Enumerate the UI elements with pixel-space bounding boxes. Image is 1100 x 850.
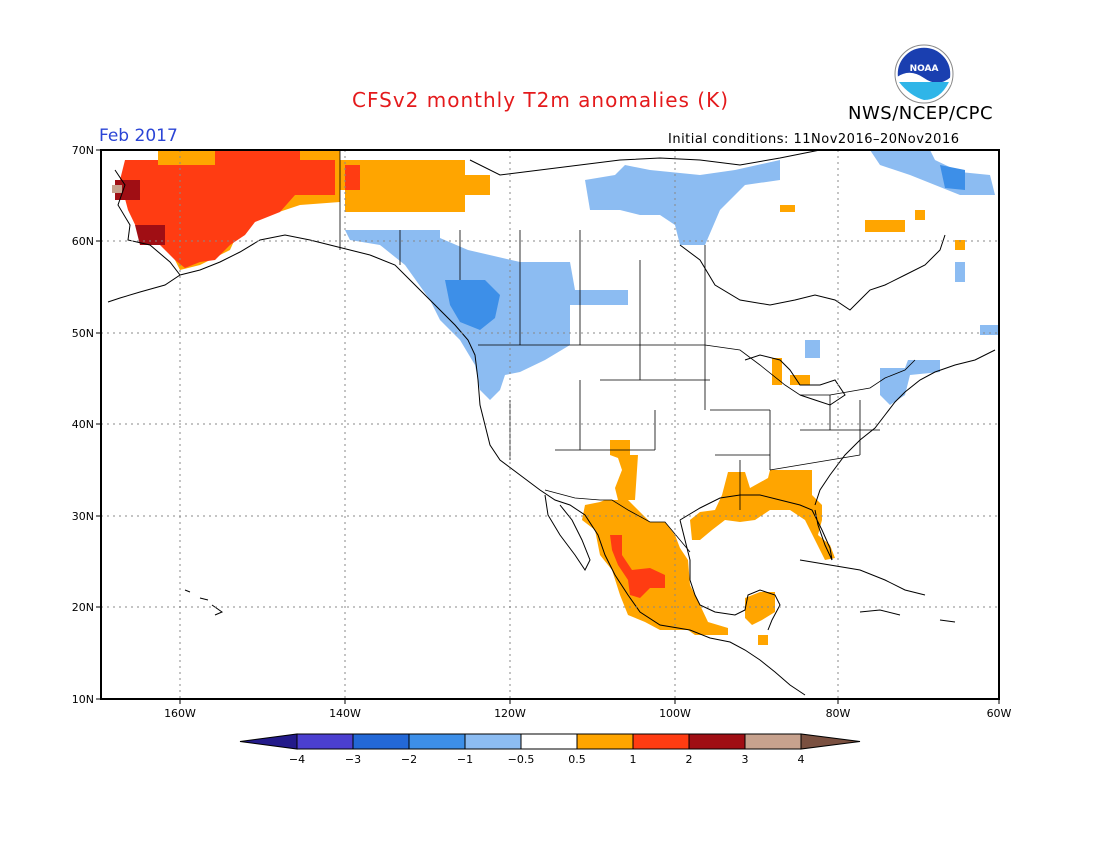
anomaly-alaska-red-b [345, 165, 360, 190]
colorbar-label: 4 [798, 753, 805, 766]
map-background [101, 150, 999, 699]
lon-label-120w: 120W [494, 707, 526, 720]
lon-label-80w: 80W [826, 707, 851, 720]
colorbar-box-1 [296, 733, 354, 750]
anomaly-ne-lightblue [880, 360, 940, 405]
anomaly-mexico-orange [582, 500, 728, 635]
coastline-gulf [679, 494, 833, 631]
border-states [509, 345, 880, 510]
lat-label-70n: 70N [72, 144, 94, 157]
lat-label-30n: 30N [72, 510, 94, 523]
colorbar-box-6 [576, 733, 634, 750]
coastline-greatlakes [744, 354, 846, 406]
map-title: CFSv2 monthly T2m anomalies (K) [352, 88, 729, 112]
lat-label-40n: 40N [72, 418, 94, 431]
anomaly-alaska-darkred-b [135, 225, 165, 245]
colorbar [239, 733, 861, 750]
anomaly-quebec-orange-c [780, 205, 795, 212]
anomaly-baffin-blue [940, 165, 965, 190]
lat-labels: 70N 60N 50N 40N 30N 20N 10N [72, 144, 94, 706]
noaa-logo: NOAA [894, 44, 954, 104]
colorbar-arrow-left [239, 733, 298, 750]
coastline-baja [544, 494, 591, 571]
coastline-atlantic [814, 349, 996, 506]
axis-ticks [96, 149, 1000, 704]
lat-label-10n: 10N [72, 693, 94, 706]
colorbar-box-4 [464, 733, 522, 750]
anomaly-shading [112, 150, 999, 645]
anomaly-hudson-lightblue [955, 262, 965, 282]
anomaly-gulfcoast-orange [690, 470, 835, 560]
svg-text:NOAA: NOAA [910, 64, 939, 74]
lon-labels: 160W 140W 120W 100W 80W 60W [164, 707, 1011, 720]
colorbar-label: −0.5 [508, 753, 535, 766]
lon-label-100w: 100W [659, 707, 691, 720]
anomaly-yukon-orange-b [465, 175, 490, 195]
colorbar-arrow-right [800, 733, 861, 750]
gridlines [101, 150, 999, 699]
coastline-pacific-northwest [369, 254, 806, 696]
lon-label-60w: 60W [987, 707, 1012, 720]
colorbar-box-5 [520, 733, 578, 750]
colorbar-label: 3 [742, 753, 749, 766]
colorbar-box-3 [408, 733, 466, 750]
anomaly-newmexico-orange [610, 440, 638, 500]
anomaly-greatlakes-orange-b [790, 375, 810, 385]
anomaly-centralam-orange [758, 635, 768, 645]
initial-conditions: Initial conditions: 11Nov2016–20Nov2016 [668, 132, 960, 147]
colorbar-label: 0.5 [568, 753, 586, 766]
anomaly-sierramadre-red [610, 535, 665, 598]
colorbar-label: 2 [686, 753, 693, 766]
anomaly-nunavut-lightblue [585, 160, 780, 245]
colorbar-box-9 [744, 733, 802, 750]
lat-label-50n: 50N [72, 327, 94, 340]
coastlines [107, 150, 996, 696]
colorbar-labels: −4 −3 −2 −1 −0.5 0.5 1 2 3 4 [289, 753, 805, 766]
coastline-arctic [469, 150, 821, 176]
colorbar-label: −2 [401, 753, 417, 766]
coastline-hudson [679, 234, 946, 311]
colorbar-label: −3 [345, 753, 361, 766]
lon-label-140w: 140W [329, 707, 361, 720]
anomaly-quebec-orange-b [915, 210, 925, 220]
agency-label: NWS/NCEP/CPC [848, 103, 994, 124]
forecast-period: Feb 2017 [99, 126, 178, 146]
lat-label-60n: 60N [72, 235, 94, 248]
anomaly-quebec-orange [865, 220, 905, 232]
borders [339, 150, 916, 553]
coastline-caribbean [799, 559, 956, 623]
colorbar-label: 1 [630, 753, 637, 766]
lon-label-160w: 160W [164, 707, 196, 720]
colorbar-label: −4 [289, 753, 305, 766]
border-canada-provinces [399, 230, 706, 345]
anomaly-bc-blue [445, 280, 500, 330]
anomaly-greatlakes-orange [772, 358, 782, 385]
anomaly-quebec-orange-d [955, 240, 965, 250]
anomaly-alaska-tan [112, 185, 122, 193]
colorbar-box-8 [688, 733, 746, 750]
anomaly-alaska-red [120, 150, 335, 268]
colorbar-label: −1 [457, 753, 473, 766]
colorbar-box-2 [352, 733, 410, 750]
anomaly-ontario-lightblue [805, 340, 820, 358]
lat-label-20n: 20N [72, 601, 94, 614]
anomaly-yukon-orange [330, 150, 465, 212]
anomaly-yucatan-orange [745, 592, 775, 625]
colorbar-box-7 [632, 733, 690, 750]
